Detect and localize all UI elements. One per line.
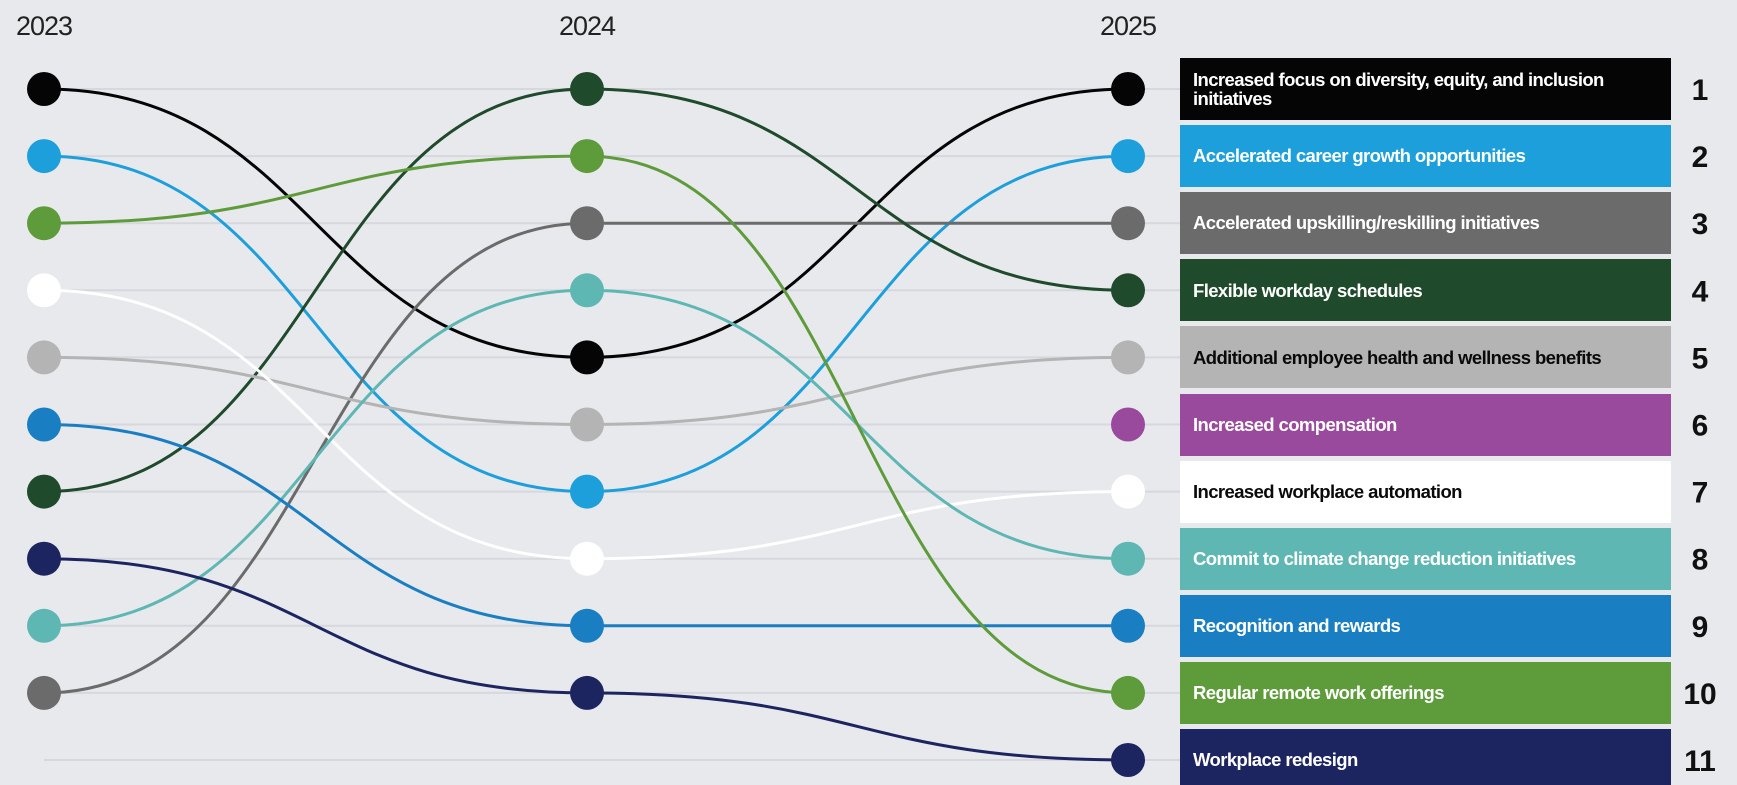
dots <box>27 72 1145 777</box>
rank-dot <box>27 541 61 576</box>
series-label: Increased focus on diversity, equity, an… <box>1180 58 1671 120</box>
rank-dot <box>1111 139 1145 174</box>
series-label: Workplace redesign <box>1180 729 1671 785</box>
year-label: 2024 <box>559 11 616 41</box>
year-label: 2025 <box>1100 11 1156 41</box>
series-label: Flexible workday schedules <box>1180 259 1671 322</box>
rank-dot <box>27 273 61 308</box>
series-label: Additional employee health and wellness … <box>1180 326 1671 389</box>
bump-line <box>43 423 1128 628</box>
rank-dot <box>27 340 61 375</box>
rank-dot <box>27 72 61 106</box>
rank-label: 8 <box>1692 544 1709 577</box>
rank-dot <box>1111 541 1145 576</box>
rank-dot <box>1111 608 1145 643</box>
rank-label: 11 <box>1684 745 1716 778</box>
series-label: Accelerated upskilling/reskilling initia… <box>1180 192 1671 255</box>
series-label: Increased compensation <box>1180 393 1671 456</box>
series-label: Regular remote work offerings <box>1180 661 1671 724</box>
rank-dot <box>27 206 61 241</box>
bump-line <box>43 154 1129 695</box>
bump-line <box>43 288 1129 561</box>
rank-label: 3 <box>1692 208 1709 241</box>
rank-dot <box>27 608 61 643</box>
rank-dot <box>1111 407 1145 442</box>
rank-dot <box>27 474 61 509</box>
rank-dot <box>570 139 604 174</box>
series-label: Increased workplace automation <box>1180 460 1671 523</box>
rank-label: 1 <box>1692 74 1709 107</box>
rank-dot <box>27 139 61 174</box>
rank-dot <box>570 407 604 442</box>
rank-label: 10 <box>1683 678 1716 711</box>
rank-dot <box>570 608 604 643</box>
rank-label: 6 <box>1692 410 1709 443</box>
rank-dot <box>1111 675 1145 710</box>
rank-dot <box>1111 273 1145 308</box>
rank-label: 9 <box>1692 611 1709 644</box>
series-label: Recognition and rewards <box>1180 594 1671 657</box>
rank-label: 2 <box>1692 141 1709 174</box>
series-label: Commit to climate change reduction initi… <box>1180 527 1671 590</box>
rank-dot <box>1111 72 1145 106</box>
rank-label: 5 <box>1692 342 1709 375</box>
series-label: Accelerated career growth opportunities <box>1180 125 1671 188</box>
rank-dot <box>570 541 604 576</box>
rank-dot <box>1111 743 1145 777</box>
rank-label: 4 <box>1692 275 1709 308</box>
rank-dot <box>570 474 604 509</box>
rank-dot <box>570 273 604 308</box>
rank-dot <box>570 206 604 241</box>
bump-line <box>43 221 1128 695</box>
rank-dot <box>1111 206 1145 241</box>
bump-line <box>43 557 1129 762</box>
rank-dot <box>27 407 61 442</box>
year-label: 2023 <box>16 11 72 41</box>
rank-dot <box>570 72 604 106</box>
rank-dot <box>1111 340 1145 375</box>
rank-dot <box>1111 474 1145 509</box>
rank-dot <box>27 675 61 710</box>
rank-dot <box>570 340 604 375</box>
rank-dot <box>570 675 604 710</box>
rank-label: 7 <box>1692 477 1709 510</box>
